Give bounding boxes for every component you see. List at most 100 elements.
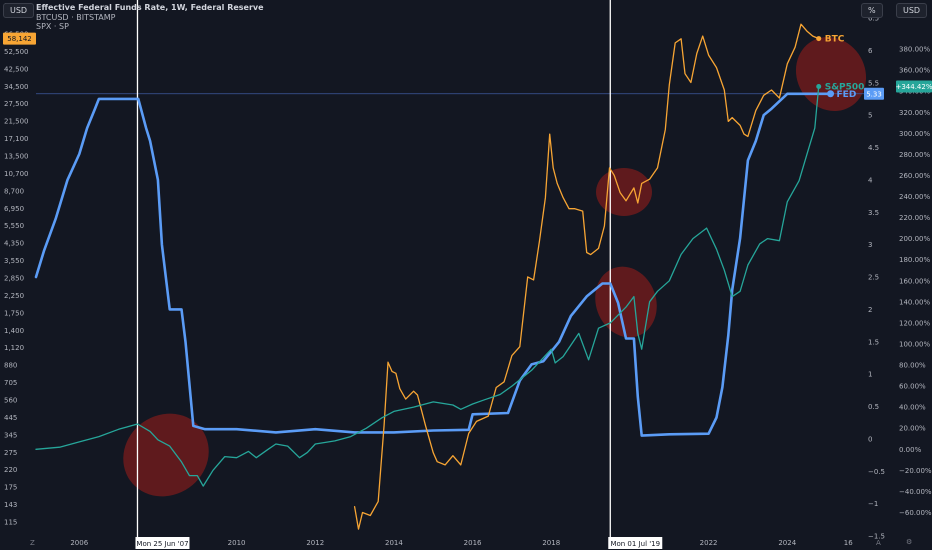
percent-button[interactable]: % — [861, 3, 883, 18]
annotation-2: FED — [837, 90, 857, 100]
series-endpoint-1 — [816, 36, 822, 42]
x-axis-tick: 2010 — [228, 539, 246, 547]
pct-axis-tick: 380.00% — [899, 46, 930, 54]
left-axis-tick: 5,550 — [4, 222, 24, 230]
pct-axis-tick: 240.00% — [899, 193, 930, 201]
crosshair-date-label: Mon 25 Jun '07 — [136, 540, 188, 548]
pct-axis-tick: −60.00% — [899, 509, 932, 517]
fed-axis-tick: 1 — [868, 371, 872, 379]
series-line-fed — [34, 92, 832, 437]
fed-axis-tick: 1.5 — [868, 338, 879, 346]
annotation-0: BTC — [825, 35, 845, 45]
left-axis-tick: 560 — [4, 397, 17, 405]
price-tag-layer: Mon 25 Jun '07 Mon 01 Jul '19 58,142 5.33 +3… — [3, 32, 932, 549]
left-axis-tick: 705 — [4, 379, 17, 387]
zoom-z-button[interactable]: Z — [30, 539, 35, 547]
price-tag-bg-0 — [3, 32, 36, 45]
left-axis-tick: 345 — [4, 431, 17, 439]
pct-axis-tick: 200.00% — [899, 235, 930, 243]
x-axis-tick: 2024 — [778, 539, 796, 547]
left-axis-tick: 275 — [4, 449, 17, 457]
crosshair-date-bg-0 — [135, 537, 190, 549]
left-axis-tick: 220 — [4, 466, 17, 474]
fed-axis-tick: −0.5 — [868, 468, 885, 476]
pct-axis-tick: 60.00% — [899, 383, 926, 391]
left-axis-tick: 1,400 — [4, 327, 24, 335]
pct-axis-tick: 20.00% — [899, 425, 926, 433]
left-axis-tick: 1,120 — [4, 344, 24, 352]
series-endpoint-2 — [816, 84, 822, 90]
grid-layer — [36, 0, 866, 538]
fed-axis-tick: 2 — [868, 306, 872, 314]
fed-axis-tick: 6 — [868, 47, 873, 55]
fed-axis-tick: 4.5 — [868, 144, 879, 152]
x-axis-tick: 16 — [844, 539, 853, 547]
fed-axis-tick: 0.5 — [868, 403, 879, 411]
pct-axis-tick: 160.00% — [899, 277, 930, 285]
fed-axis-tick: 4 — [868, 176, 873, 184]
left-axis-tick: 175 — [4, 484, 17, 492]
right-currency-button[interactable]: USD — [896, 3, 928, 18]
auto-scale-button[interactable]: A — [876, 539, 881, 547]
pct-axis-tick: 280.00% — [899, 151, 930, 159]
left-axis-tick: 21,500 — [4, 118, 29, 126]
fed-axis-tick: 3.5 — [868, 209, 879, 217]
legend-spx[interactable]: SPX · SP — [36, 22, 69, 31]
left-axis-tick: 17,100 — [4, 135, 29, 143]
crosshair-date-bg-1 — [608, 537, 663, 549]
left-axis-tick: 880 — [4, 362, 17, 370]
pct-axis-tick: 80.00% — [899, 362, 926, 370]
pct-axis-tick: 0.00% — [899, 446, 922, 454]
left-axis-tick: 2,850 — [4, 275, 24, 283]
fed-axis-tick: 3 — [868, 241, 872, 249]
fed-axis-tick: 5.5 — [868, 79, 879, 87]
fed-axis-tick: 5 — [868, 112, 872, 120]
pct-axis-tick: −20.00% — [899, 467, 932, 475]
left-axis-tick: 10,700 — [4, 170, 29, 178]
highlight-btc-2019 — [596, 168, 652, 216]
pct-axis-tick: 360.00% — [899, 67, 930, 75]
settings-icon[interactable]: ⚙ — [906, 538, 913, 546]
fed-axis-tick: 2.5 — [868, 274, 879, 282]
price-tag-bg-1 — [864, 87, 884, 100]
series-endpoint-0 — [827, 90, 835, 98]
pct-axis-tick: 320.00% — [899, 109, 930, 117]
left-axis-tick: 6,950 — [4, 205, 24, 213]
price-tag-label: 58,142 — [7, 35, 32, 43]
series-line-sp500 — [35, 85, 820, 487]
left-axis-tick: 8,700 — [4, 187, 24, 195]
legend-btc[interactable]: BTCUSD · BITSTAMP — [36, 13, 116, 22]
price-tag-bg-2 — [896, 80, 932, 93]
left-axis-tick: 13,500 — [4, 153, 29, 161]
series-line-btc — [353, 23, 820, 530]
fed-axis-tick: 6.5 — [868, 15, 879, 23]
x-axis-tick: 2022 — [700, 539, 718, 547]
left-axis-tick: 445 — [4, 414, 17, 422]
chart-title: Effective Federal Funds Rate, 1W, Federa… — [36, 3, 264, 12]
price-tag-label: +344.42% — [895, 83, 932, 91]
x-axis-tick: 2014 — [385, 539, 403, 547]
price-tag-label: 5.33 — [866, 90, 882, 98]
pct-axis-tick: 140.00% — [899, 298, 930, 306]
left-axis-tick: 34,500 — [4, 83, 29, 91]
left-axis-tick: 3,550 — [4, 257, 24, 265]
pct-axis-tick: 260.00% — [899, 172, 930, 180]
pct-axis-tick: 300.00% — [899, 130, 930, 138]
highlight-2008 — [123, 413, 209, 497]
left-axis-tick: 115 — [4, 519, 17, 527]
pct-axis-tick: 120.00% — [899, 319, 930, 327]
left-axis-tick: 4,350 — [4, 240, 24, 248]
x-axis-tick: 2012 — [306, 539, 324, 547]
pct-axis-tick: 100.00% — [899, 340, 930, 348]
left-axis-tick: 42,500 — [4, 65, 29, 73]
annotation-1: S&P500 — [825, 83, 865, 93]
pct-axis-tick: 220.00% — [899, 214, 930, 222]
pct-axis-tick: 180.00% — [899, 256, 930, 264]
x-axis-tick: 2018 — [542, 539, 560, 547]
left-axis-tick: 52,500 — [4, 48, 29, 56]
left-currency-button[interactable]: USD — [3, 3, 35, 18]
pct-axis-tick: −40.00% — [899, 488, 932, 496]
left-axis-tick: 143 — [4, 501, 17, 509]
